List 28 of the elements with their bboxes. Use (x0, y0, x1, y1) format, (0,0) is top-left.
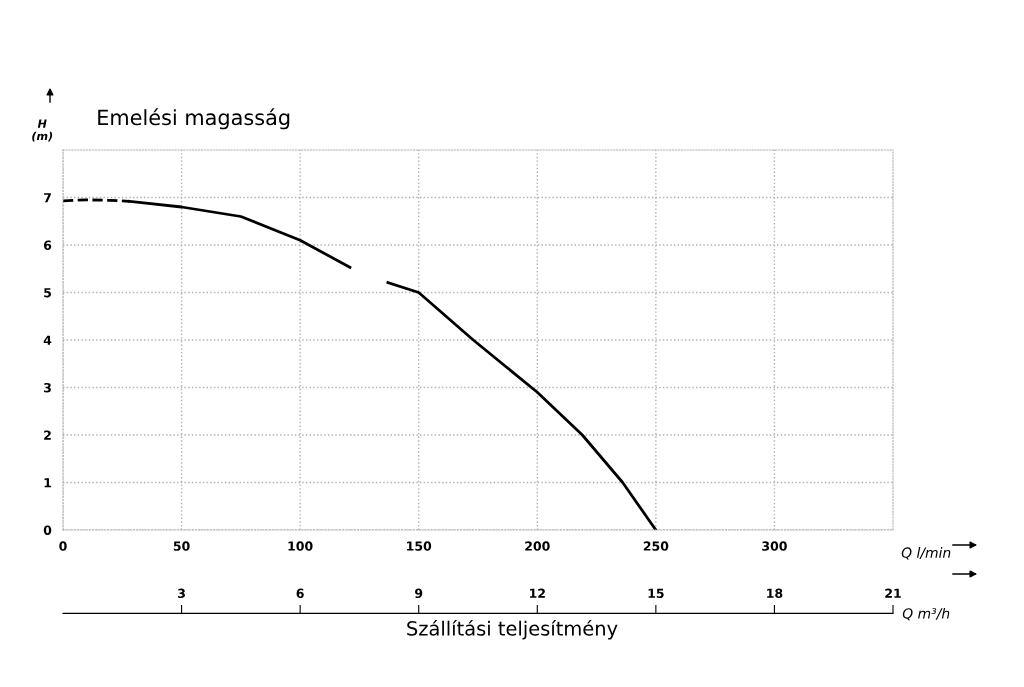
x2-tick-label: 15 (648, 588, 664, 599)
x-tick-label: 300 (762, 541, 787, 551)
text: Szállítási teljesítmény (407, 619, 618, 640)
x2-tick-label: 3 (178, 588, 185, 599)
x2-tick-label: 21 (885, 588, 901, 598)
y-tick-label: 6 (43, 240, 52, 250)
x2-axis-title: Q m³/h (902, 607, 950, 621)
x2-tick-label: 12 (530, 588, 545, 598)
y-axis-title: H (m) (32, 119, 53, 142)
x-tick-label: 50 (173, 541, 190, 551)
x-tick-label: 150 (407, 541, 432, 551)
y-tick-label: 5 (44, 288, 52, 298)
y-tick-label: 4 (43, 335, 52, 345)
x2-tick-label: 9 (415, 588, 423, 599)
y-tick-label: 7 (44, 193, 51, 203)
y-tick-label: 0 (43, 525, 52, 535)
x-tick-label: 250 (643, 541, 669, 551)
x-tick-label: 200 (525, 541, 550, 551)
x-tick-label: 100 (288, 541, 313, 551)
y-tick-label: 2 (44, 430, 51, 440)
x2-tick-label: 6 (296, 588, 304, 599)
y-tick-label: 1 (44, 478, 52, 488)
x-tick-label: 0 (59, 541, 67, 551)
y-tick-label: 3 (44, 382, 51, 393)
x2-tick-label: 18 (767, 588, 783, 599)
chart-title: Emelési magasság (98, 108, 290, 130)
line-series (386, 281, 658, 530)
x-axis-title: Q l/min (901, 547, 951, 560)
